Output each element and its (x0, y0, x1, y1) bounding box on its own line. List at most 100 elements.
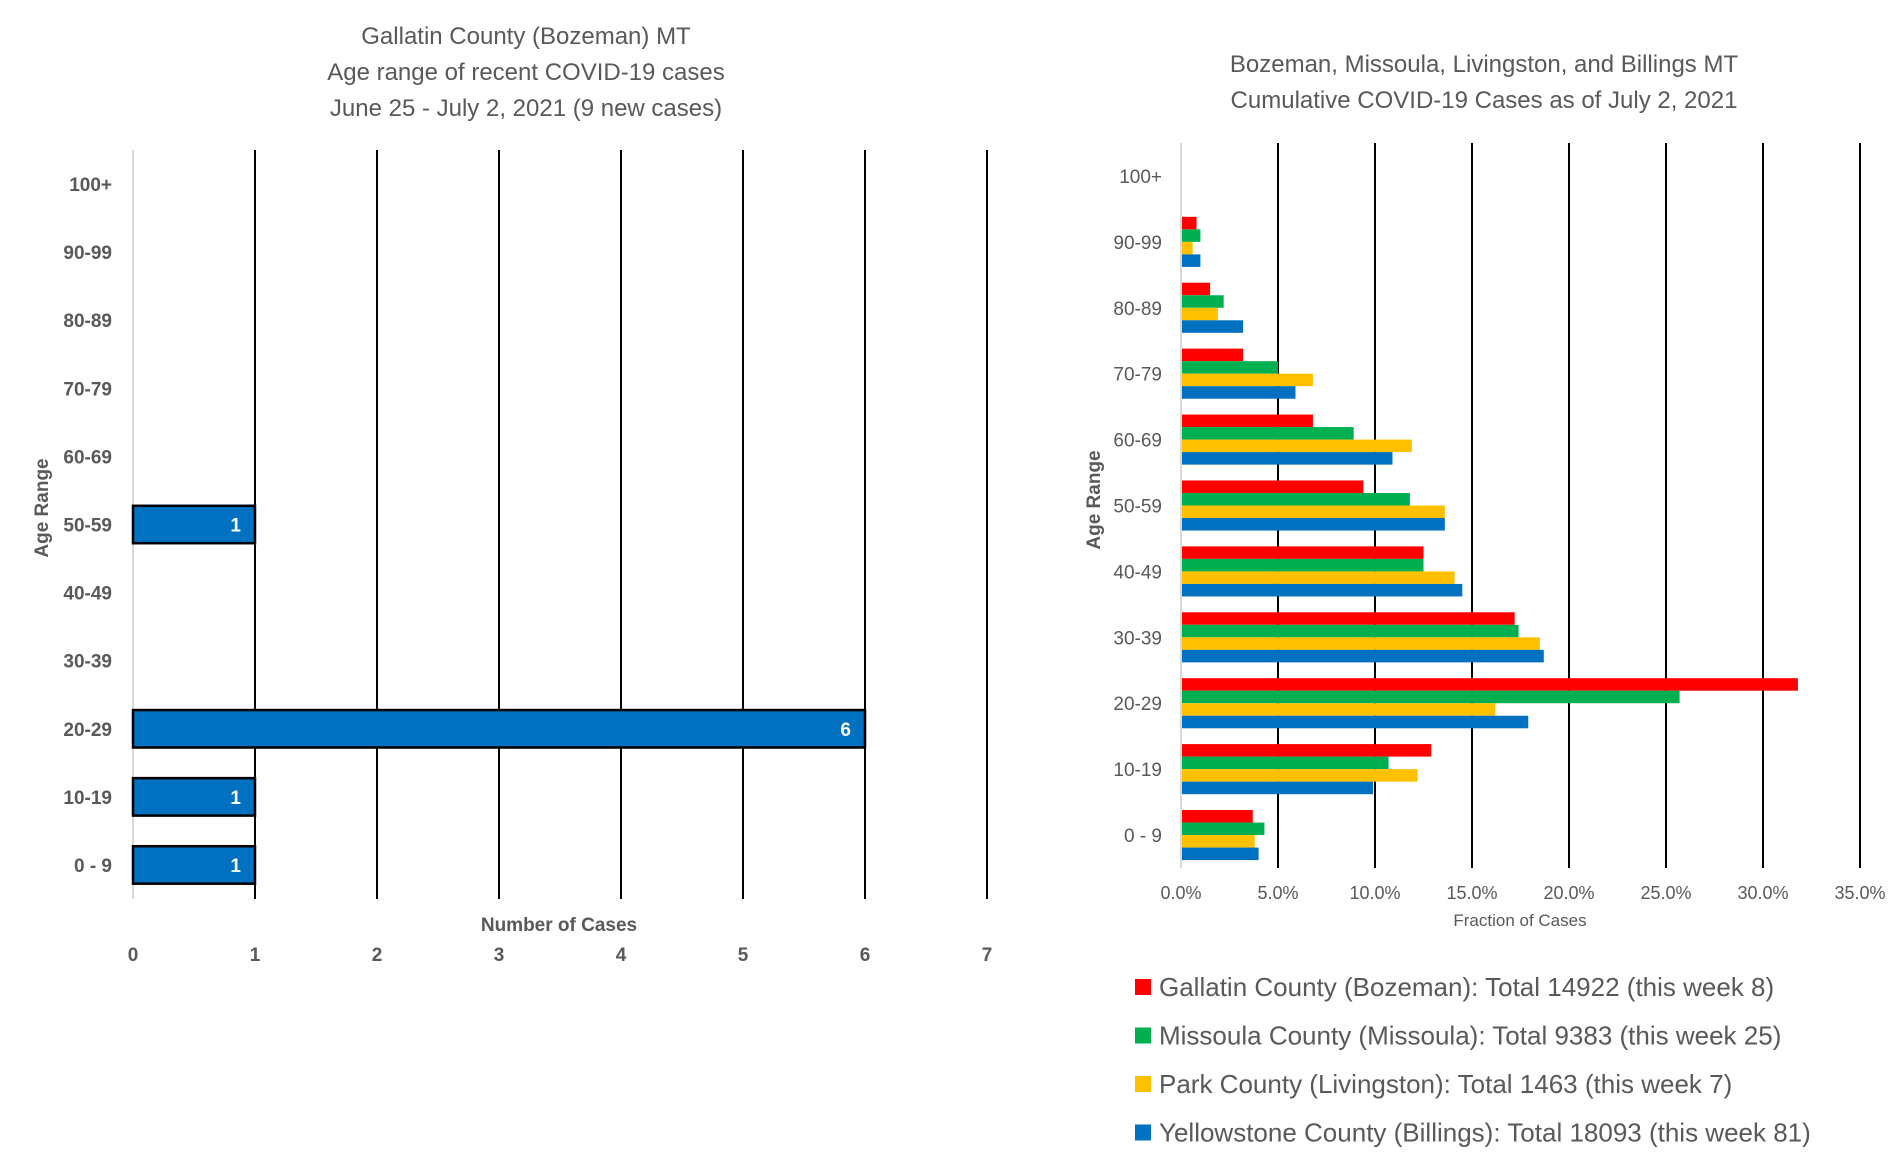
right-category-label-0-9: 0 - 9 (1124, 826, 1162, 847)
right-x-tick-label: 30.0% (1737, 883, 1788, 903)
right-bar-40-49-series-2 (1182, 571, 1455, 584)
right-bar-40-49-series-3 (1182, 583, 1463, 597)
right-bar-70-79-series-2 (1182, 373, 1313, 387)
left-x-axis-title: Number of Cases (481, 915, 637, 936)
right-bar-0-9-series-2 (1182, 835, 1255, 848)
right-bar-70-79-series-3 (1182, 386, 1296, 399)
left-category-label-30-39: 30-39 (63, 652, 112, 673)
right-x-tick-label: 35.0% (1834, 883, 1885, 903)
left-chart-title-line-3: June 25 - July 2, 2021 (9 new cases) (330, 95, 722, 122)
left-category-labels: 100+ 90-99 80-89 70-79 60-69 50-59 40-49 30-39 2… (63, 175, 112, 877)
right-bar-60-69-series-2 (1182, 439, 1412, 453)
left-x-tick-label: 2 (372, 945, 383, 966)
left-gridlines (132, 150, 988, 899)
right-bar-80-89-series-2 (1182, 307, 1218, 321)
legend-item: Park County (Livingston): Total 1463 (th… (1135, 1069, 1732, 1099)
left-category-label-0-9: 0 - 9 (74, 856, 112, 877)
right-x-tick-label: 5.0% (1257, 883, 1298, 903)
right-bar-80-89-series-0 (1182, 282, 1211, 296)
left-x-tick-label: 0 (128, 945, 139, 966)
left-bar-20-29 (131, 708, 867, 749)
right-bar-40-49-series-0 (1182, 546, 1424, 559)
right-bar-0-9-series-1 (1182, 822, 1265, 836)
right-bars (1182, 216, 1798, 861)
right-category-label-30-39: 30-39 (1113, 628, 1162, 649)
right-bar-60-69-series-1 (1182, 427, 1354, 440)
right-bar-50-59-series-2 (1182, 505, 1445, 519)
right-category-label-70-79: 70-79 (1113, 365, 1162, 386)
right-category-label-90-99: 90-99 (1113, 233, 1162, 254)
legend-label: Missoula County (Missoula): Total 9383 (… (1159, 1021, 1781, 1051)
right-bar-90-99-series-2 (1182, 241, 1193, 255)
left-chart-title-line-2: Age range of recent COVID-19 cases (327, 59, 725, 86)
right-bar-80-89-series-3 (1182, 320, 1244, 333)
left-category-label-20-29: 20-29 (63, 720, 112, 741)
right-bar-80-89-series-1 (1182, 295, 1224, 308)
left-data-label-10-19: 1 (230, 788, 241, 809)
right-bar-40-49-series-1 (1182, 558, 1424, 572)
right-bar-50-59-series-3 (1182, 518, 1445, 531)
right-bar-70-79-series-1 (1182, 361, 1278, 374)
right-bar-70-79-series-0 (1182, 348, 1244, 362)
legend-swatch (1135, 1027, 1151, 1044)
left-data-label-20-29: 6 (840, 720, 851, 741)
legend-swatch (1135, 1124, 1151, 1141)
legend-label: Yellowstone County (Billings): Total 180… (1159, 1118, 1811, 1148)
right-bar-10-19-series-1 (1182, 756, 1389, 770)
right-bar-30-39-series-3 (1182, 649, 1544, 663)
left-category-label-60-69: 60-69 (63, 447, 112, 468)
left-category-label-70-79: 70-79 (63, 379, 112, 400)
left-x-tick-label: 7 (982, 945, 993, 966)
right-x-tick-label: 20.0% (1543, 883, 1594, 903)
left-chart-title-line-1: Gallatin County (Bozeman) MT (361, 23, 691, 50)
right-chart: Bozeman, Missoula, Livingston, and Billi… (1084, 51, 1886, 1148)
right-bar-60-69-series-3 (1182, 452, 1393, 465)
right-bar-10-19-series-3 (1182, 781, 1374, 795)
left-category-label-90-99: 90-99 (63, 243, 112, 264)
left-bar-0-9 (131, 844, 257, 885)
left-x-tick-label: 6 (860, 945, 871, 966)
right-bar-20-29-series-0 (1182, 678, 1798, 691)
legend-item: Gallatin County (Bozeman): Total 14922 (… (1135, 972, 1774, 1002)
right-chart-title-line-2: Cumulative COVID-19 Cases as of July 2, … (1231, 87, 1738, 114)
left-data-label-50-59: 1 (230, 516, 241, 537)
right-bar-30-39-series-2 (1182, 637, 1540, 650)
left-bar-10-19 (131, 776, 257, 817)
legend-item: Yellowstone County (Billings): Total 180… (1135, 1118, 1811, 1148)
right-bar-90-99-series-0 (1182, 216, 1197, 230)
right-bar-20-29-series-1 (1182, 690, 1680, 704)
left-category-label-10-19: 10-19 (63, 788, 112, 809)
legend-swatch (1135, 979, 1151, 995)
right-x-tick-label: 10.0% (1349, 883, 1400, 903)
left-x-tick-label: 1 (250, 945, 261, 966)
right-category-label-100: 100+ (1119, 167, 1162, 188)
right-bar-0-9-series-0 (1182, 810, 1253, 823)
right-bar-50-59-series-1 (1182, 492, 1410, 506)
right-tick-labels: 0.0% 5.0% 10.0% 15.0% 20.0% 25.0% 30.0% 35.0% (1160, 883, 1885, 903)
legend-item: Missoula County (Missoula): Total 9383 (… (1135, 1021, 1781, 1051)
left-y-axis-title: Age Range (32, 458, 53, 557)
left-chart: Gallatin County (Bozeman) MT Age range o… (32, 23, 992, 966)
left-category-label-40-49: 40-49 (63, 584, 112, 605)
right-bar-50-59-series-0 (1182, 480, 1364, 493)
left-x-tick-label: 4 (616, 945, 627, 966)
legend-label: Park County (Livingston): Total 1463 (th… (1159, 1069, 1732, 1099)
right-x-tick-label: 25.0% (1640, 883, 1691, 903)
right-chart-title-line-1: Bozeman, Missoula, Livingston, and Billi… (1230, 51, 1739, 78)
legend: Gallatin County (Bozeman): Total 14922 (… (1135, 972, 1811, 1148)
right-bar-30-39-series-1 (1182, 624, 1519, 638)
right-x-axis-title: Fraction of Cases (1453, 911, 1586, 930)
right-category-label-80-89: 80-89 (1113, 299, 1162, 320)
right-bar-0-9-series-3 (1182, 847, 1259, 861)
right-bar-20-29-series-2 (1182, 703, 1496, 716)
left-category-label-100: 100+ (69, 175, 112, 196)
right-category-label-50-59: 50-59 (1113, 497, 1162, 518)
right-bar-90-99-series-3 (1182, 254, 1201, 267)
right-category-label-10-19: 10-19 (1113, 760, 1162, 781)
right-category-labels: 100+ 90-99 80-89 70-79 60-69 50-59 40-49 30-39 2… (1113, 167, 1162, 847)
right-bar-30-39-series-0 (1182, 612, 1515, 625)
legend-swatch (1135, 1076, 1151, 1092)
left-category-label-80-89: 80-89 (63, 311, 112, 332)
